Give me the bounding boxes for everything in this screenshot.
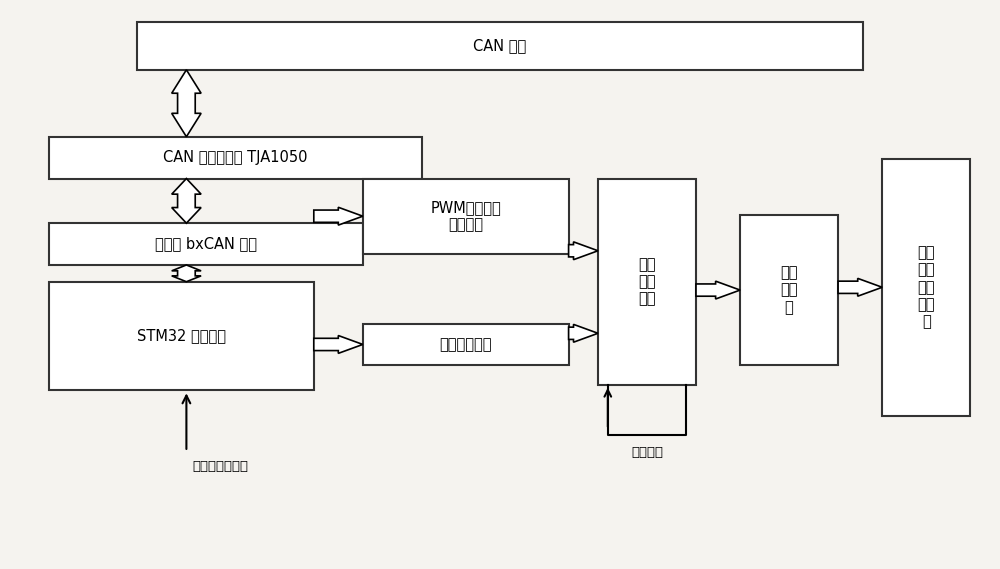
Text: 制动
执行
器中
的电
机: 制动 执行 器中 的电 机 [918, 245, 935, 329]
Polygon shape [172, 179, 201, 223]
Bar [137, 22, 863, 70]
Text: CAN 总线: CAN 总线 [473, 39, 527, 53]
Text: 片内的 bxCAN 模块: 片内的 bxCAN 模块 [155, 237, 257, 251]
Text: 开关
主电
路: 开关 主电 路 [780, 265, 798, 315]
Bar [598, 179, 696, 385]
Text: 电流反馈: 电流反馈 [631, 446, 663, 459]
Bar [882, 159, 970, 415]
Polygon shape [172, 70, 201, 137]
Polygon shape [172, 265, 201, 282]
Bar [363, 324, 569, 365]
Bar [363, 179, 569, 254]
Bar [49, 223, 363, 265]
Text: CAN 总线收发器 TJA1050: CAN 总线收发器 TJA1050 [163, 150, 308, 165]
Bar [49, 282, 314, 390]
Text: 控制转动方向: 控制转动方向 [439, 337, 492, 352]
Polygon shape [569, 324, 598, 342]
Polygon shape [314, 336, 363, 353]
Text: 电机
驱动
模块: 电机 驱动 模块 [638, 257, 656, 307]
Text: STM32 微控制器: STM32 微控制器 [137, 328, 226, 344]
Polygon shape [569, 242, 598, 259]
Polygon shape [838, 278, 882, 296]
Text: PWM信号脉宽
调制控制: PWM信号脉宽 调制控制 [430, 200, 501, 232]
Polygon shape [696, 281, 740, 299]
Polygon shape [314, 207, 363, 225]
Text: 转速、转向反馈: 转速、转向反馈 [193, 460, 249, 473]
Bar [49, 137, 422, 179]
Bar [740, 215, 838, 365]
